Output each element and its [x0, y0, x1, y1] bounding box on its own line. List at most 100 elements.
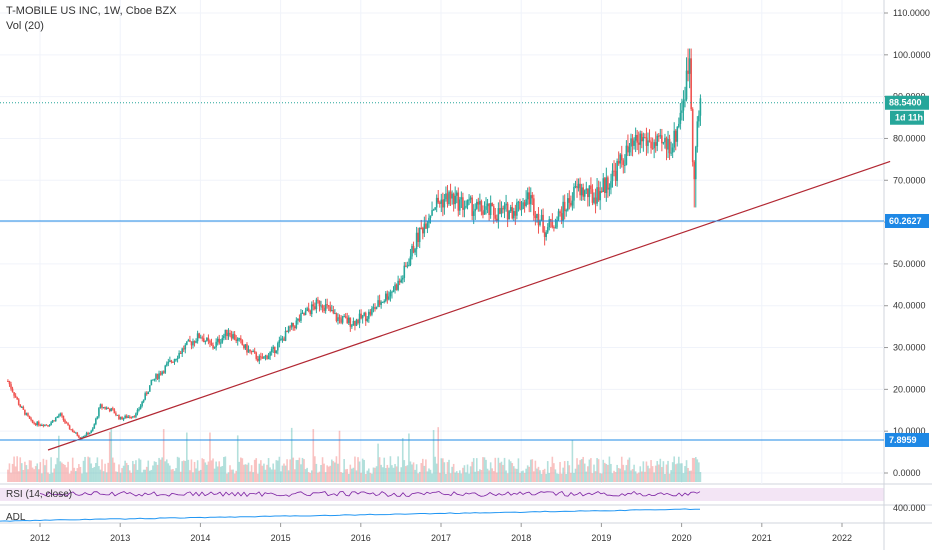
candle-body: [642, 137, 645, 142]
candle-body: [59, 413, 62, 416]
volume-bar: [292, 457, 295, 482]
volume-bar: [287, 470, 290, 482]
candle-body: [375, 306, 378, 310]
candle-body: [243, 345, 245, 349]
candle-body: [190, 341, 193, 346]
candle-body: [172, 362, 174, 364]
volume-bar: [426, 471, 429, 482]
candle-body: [616, 160, 618, 181]
volume-bar: [542, 469, 544, 482]
volume-bar: [554, 469, 557, 482]
candle-body: [71, 429, 74, 432]
volume-bar: [627, 459, 629, 482]
price-tick-label: 70.0000: [893, 175, 926, 185]
volume-bar: [310, 470, 313, 482]
volume-bar: [662, 461, 665, 482]
candle-body: [639, 133, 642, 145]
candle-body: [539, 220, 541, 226]
volume-bar: [442, 458, 444, 482]
candle-body: [293, 326, 296, 329]
volume-bar: [622, 464, 625, 482]
candle-body: [438, 202, 441, 204]
volume-bar: [130, 472, 133, 482]
volume-bar: [258, 463, 261, 482]
volume-bar: [186, 432, 188, 482]
candle-body: [371, 308, 373, 315]
candle-body: [41, 425, 43, 427]
candle-body: [534, 215, 537, 219]
time-axis[interactable]: 2012 2013 2014 2015 2016 2017 2018 2019 2020 2021…: [30, 523, 852, 543]
volume-bar: [445, 473, 447, 482]
candle-body: [280, 338, 282, 341]
candle-body: [90, 430, 93, 433]
trendline[interactable]: [47, 160, 891, 451]
volume-bar: [189, 470, 191, 482]
volume-bar: [165, 459, 168, 482]
candle-body: [529, 195, 532, 205]
chart-pane[interactable]: [0, 0, 884, 550]
candle-body: [209, 340, 211, 343]
candle-body: [548, 219, 551, 228]
volume-bar: [522, 470, 524, 482]
volume-bar: [647, 465, 649, 482]
volume-bar: [73, 467, 76, 482]
volume-bar: [62, 464, 65, 482]
candle-body: [474, 208, 477, 212]
volume-bar: [277, 460, 279, 482]
candle-body: [11, 388, 14, 393]
volume-bar: [281, 465, 284, 482]
candle-body: [667, 139, 669, 150]
candle-body: [98, 408, 100, 417]
candle-body: [357, 319, 359, 324]
rsi-legend[interactable]: RSI (14, close): [6, 489, 73, 500]
volume-bar: [238, 461, 241, 482]
candle-body: [141, 401, 143, 406]
candle-body: [145, 393, 148, 395]
volume-bar: [488, 470, 490, 482]
candle-body: [607, 177, 609, 190]
candle-body: [690, 58, 692, 110]
volume-bar: [619, 468, 622, 482]
drawings[interactable]: [0, 102, 891, 451]
volume-bar: [266, 464, 268, 482]
volume-bar: [304, 469, 307, 482]
volume-bar: [661, 467, 663, 482]
adl-legend[interactable]: ADL: [6, 512, 26, 523]
candle-body: [681, 110, 683, 113]
candle-body: [246, 344, 248, 353]
volume-bar: [637, 472, 640, 482]
volume-bar: [645, 461, 648, 482]
volume-bar: [223, 457, 225, 482]
candle-body: [523, 202, 526, 206]
candle-body: [167, 361, 170, 364]
candle-body: [401, 277, 404, 280]
volume-bar: [243, 464, 245, 482]
candle-body: [386, 293, 389, 300]
volume-bar: [472, 458, 475, 482]
candle-body: [463, 207, 466, 210]
volume-bar: [372, 467, 375, 482]
candle-body: [7, 381, 9, 382]
volume-bar: [182, 460, 185, 482]
volume-bar: [150, 469, 153, 482]
symbol-title[interactable]: T-MOBILE US INC, 1W, Cboe BZX: [6, 5, 177, 17]
candle-body: [318, 300, 321, 307]
candle-body: [45, 424, 48, 426]
volume-bar: [486, 468, 489, 482]
candle-body: [266, 355, 268, 360]
volume-legend[interactable]: Vol (20): [6, 20, 44, 32]
candle-body: [50, 422, 52, 425]
candle-body: [54, 417, 57, 422]
candle-body: [600, 191, 603, 193]
candle-body: [277, 343, 279, 351]
volume-bar: [485, 459, 487, 482]
candle-body: [119, 416, 122, 420]
candle-body: [391, 291, 393, 293]
volume-bar: [204, 462, 207, 482]
candle-body: [182, 348, 185, 350]
candle-body: [665, 137, 668, 150]
grid: [0, 0, 884, 484]
volume-bar: [425, 459, 427, 482]
candle-body: [653, 142, 655, 149]
